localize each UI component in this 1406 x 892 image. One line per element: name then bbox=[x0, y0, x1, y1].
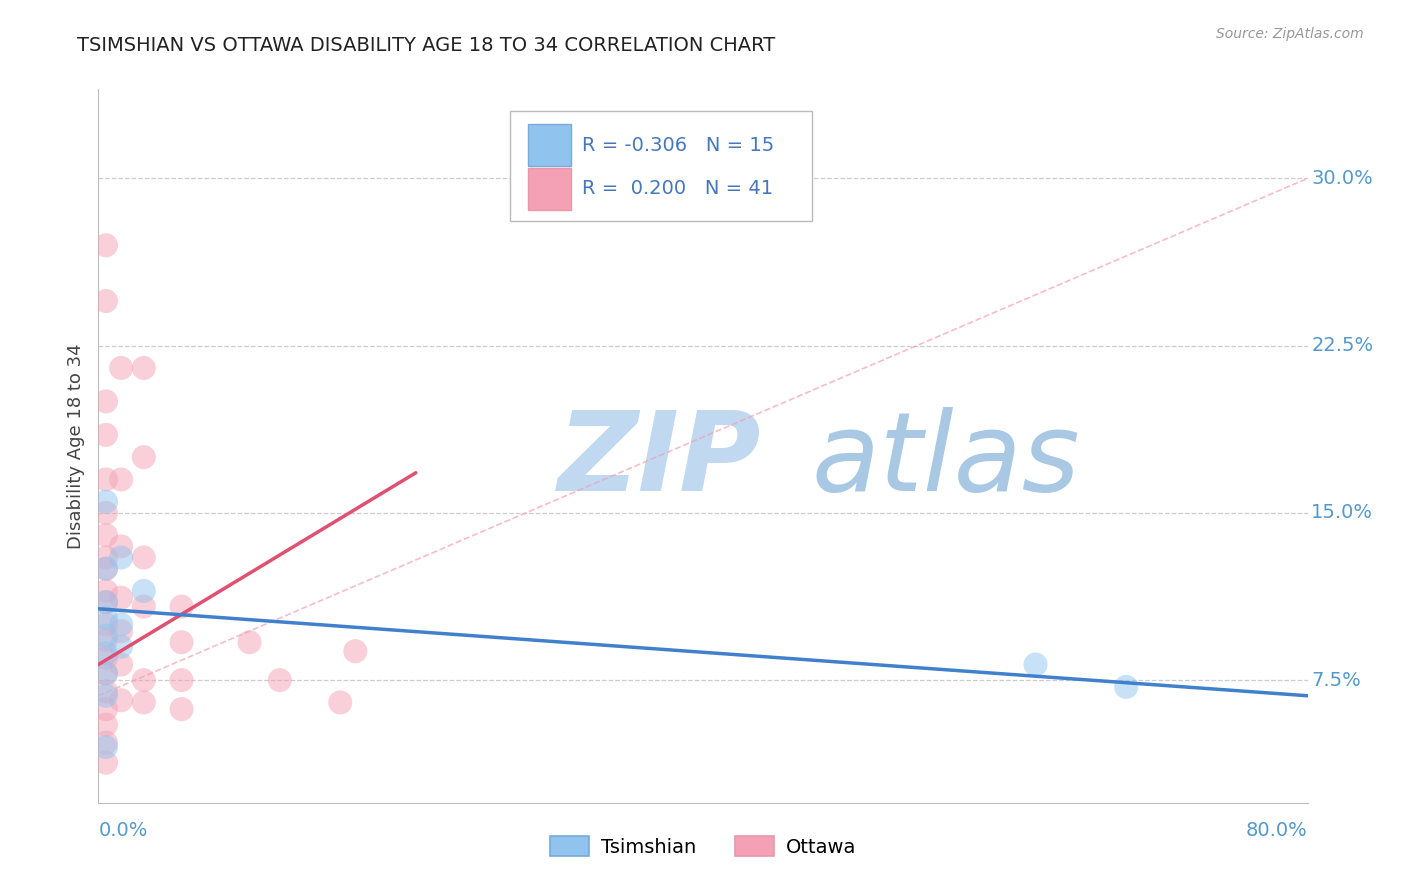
Point bbox=[132, 696, 155, 710]
Point bbox=[94, 562, 117, 576]
FancyBboxPatch shape bbox=[509, 111, 811, 221]
Point bbox=[110, 617, 132, 632]
Point bbox=[94, 528, 117, 542]
Point bbox=[110, 624, 132, 639]
Point bbox=[94, 427, 117, 442]
Text: 22.5%: 22.5% bbox=[1312, 336, 1374, 355]
Point bbox=[1115, 680, 1137, 694]
Point bbox=[344, 644, 367, 658]
Point bbox=[94, 595, 117, 609]
Point bbox=[94, 735, 117, 749]
Point bbox=[110, 550, 132, 565]
Point bbox=[132, 450, 155, 464]
Point bbox=[132, 599, 155, 614]
Text: Source: ZipAtlas.com: Source: ZipAtlas.com bbox=[1216, 27, 1364, 41]
Point bbox=[170, 599, 193, 614]
Point bbox=[132, 673, 155, 687]
Point bbox=[94, 595, 117, 609]
Point bbox=[94, 494, 117, 508]
Point bbox=[94, 238, 117, 252]
Text: 7.5%: 7.5% bbox=[1312, 671, 1361, 690]
Legend: Tsimshian, Ottawa: Tsimshian, Ottawa bbox=[543, 829, 863, 864]
Point bbox=[110, 693, 132, 707]
Point bbox=[94, 756, 117, 770]
FancyBboxPatch shape bbox=[527, 168, 571, 210]
Point bbox=[239, 635, 262, 649]
Point bbox=[110, 360, 132, 375]
Point bbox=[132, 360, 155, 375]
Y-axis label: Disability Age 18 to 34: Disability Age 18 to 34 bbox=[66, 343, 84, 549]
Point bbox=[269, 673, 291, 687]
Point bbox=[94, 666, 117, 681]
Text: atlas: atlas bbox=[811, 407, 1080, 514]
Text: 30.0%: 30.0% bbox=[1312, 169, 1372, 188]
Point bbox=[110, 539, 132, 553]
Text: ZIP: ZIP bbox=[558, 407, 762, 514]
Point bbox=[94, 394, 117, 409]
Point bbox=[132, 583, 155, 598]
Point bbox=[94, 583, 117, 598]
Point bbox=[94, 293, 117, 308]
Point bbox=[170, 673, 193, 687]
Point bbox=[94, 550, 117, 565]
Point bbox=[94, 633, 117, 648]
Text: TSIMSHIAN VS OTTAWA DISABILITY AGE 18 TO 34 CORRELATION CHART: TSIMSHIAN VS OTTAWA DISABILITY AGE 18 TO… bbox=[77, 36, 776, 54]
Point bbox=[94, 651, 117, 665]
Text: 0.0%: 0.0% bbox=[98, 821, 148, 839]
Point bbox=[94, 617, 117, 632]
Point bbox=[94, 506, 117, 520]
Point bbox=[94, 666, 117, 681]
Point bbox=[170, 635, 193, 649]
Point bbox=[110, 472, 132, 486]
Point bbox=[110, 657, 132, 672]
Point bbox=[132, 550, 155, 565]
Point bbox=[94, 689, 117, 703]
Point bbox=[329, 696, 352, 710]
Point bbox=[94, 628, 117, 642]
Text: 80.0%: 80.0% bbox=[1246, 821, 1308, 839]
Point bbox=[94, 702, 117, 716]
Point bbox=[1024, 657, 1046, 672]
Text: R = -0.306   N = 15: R = -0.306 N = 15 bbox=[582, 136, 775, 154]
FancyBboxPatch shape bbox=[527, 124, 571, 166]
Point bbox=[94, 646, 117, 660]
Point bbox=[94, 562, 117, 576]
Point bbox=[94, 717, 117, 731]
Point bbox=[94, 611, 117, 625]
Point bbox=[94, 472, 117, 486]
Point bbox=[170, 702, 193, 716]
Text: 15.0%: 15.0% bbox=[1312, 503, 1374, 523]
Point bbox=[110, 640, 132, 654]
Point bbox=[94, 740, 117, 755]
Text: R =  0.200   N = 41: R = 0.200 N = 41 bbox=[582, 179, 773, 198]
Point bbox=[94, 684, 117, 698]
Point bbox=[110, 591, 132, 605]
